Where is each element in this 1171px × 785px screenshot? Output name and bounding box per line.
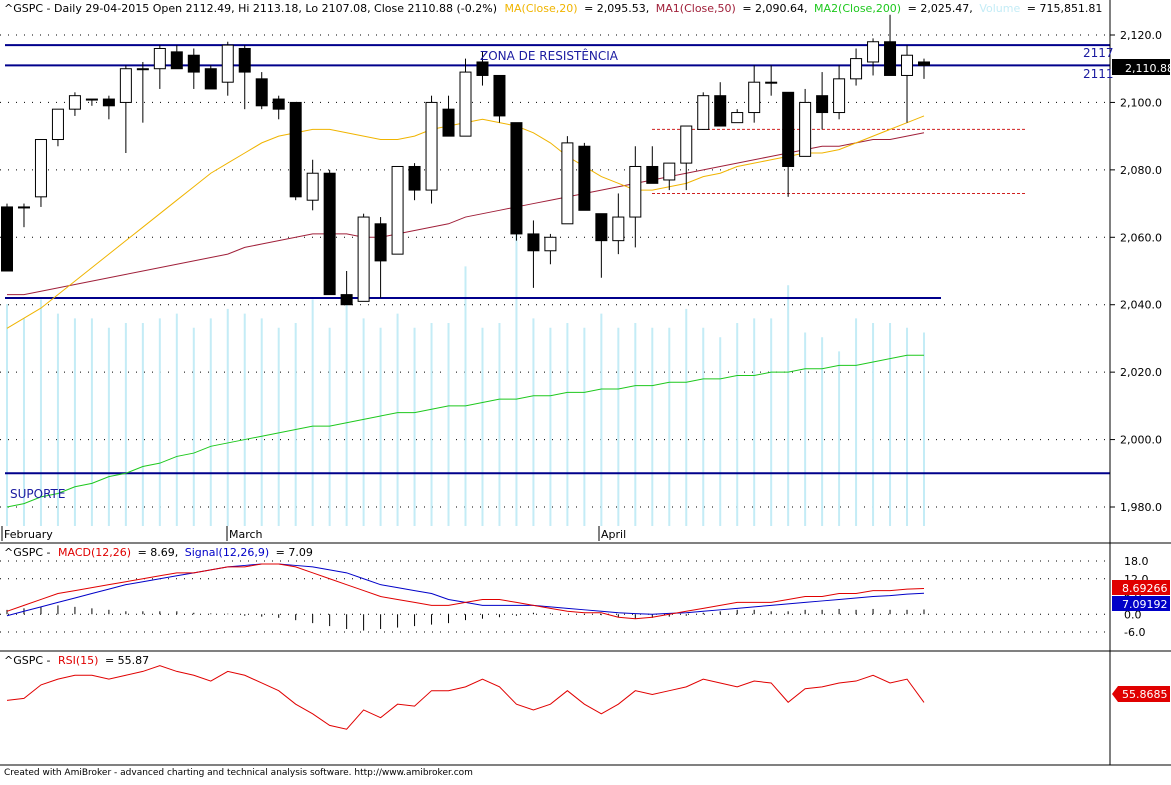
macd-tick-label: 18.0 [1124,555,1149,568]
candle-body [629,165,642,218]
ma200-line [6,354,924,508]
candle-body [204,68,217,90]
candlesticks [1,14,930,306]
candle-body [595,213,608,242]
rsi-plot [6,665,925,730]
candle-body [867,41,880,63]
macd-line [6,563,925,620]
candle-body [901,54,914,76]
candle-body [561,142,574,225]
rsi-line [6,665,925,730]
candle-body [68,95,81,110]
candle-body [442,108,455,137]
candle-body [170,51,183,70]
price-tick-label: 2,120.0 [1120,29,1162,42]
candle-body [34,139,47,198]
candle-body [476,61,489,76]
candle-body [1,206,13,272]
candle-body [17,206,30,209]
price-tick-label: 2,060.0 [1120,231,1162,244]
candle-body [85,98,98,101]
candle-body [578,145,591,211]
last-price-badge [1112,59,1170,75]
price-tick-label: 2,040.0 [1120,299,1162,312]
level-2117-label: 2117 [1083,46,1114,60]
candle-body [238,47,251,73]
candle-body [646,165,659,184]
candle-body [799,101,812,157]
price-tick-label: 2,080.0 [1120,164,1162,177]
candle-body [391,165,404,255]
candle-body [187,54,200,73]
level-2111-label: 2111 [1083,67,1114,81]
candle-body [357,216,370,302]
date-label: February [4,528,53,541]
candle-body [918,61,930,66]
candle-body [289,101,302,198]
signal-badge [1112,596,1170,611]
rsi-title: ^GSPC - RSI(15) = 55.87 [4,654,149,667]
candle-body [884,41,897,76]
candle-body [102,98,115,107]
candle-body [119,68,132,103]
candle-body [510,122,523,235]
axes: 2,120.0 2,100.0 2,080.0 2,060.0 2,040.0 2,020… [1,29,1162,639]
candle-body [765,81,778,84]
price-tick-label: 2,000.0 [1120,434,1162,447]
macd-plot [6,563,925,631]
candle-body [833,78,846,114]
candle-body [459,71,472,137]
candle-body [340,294,353,306]
candle-body [493,74,506,117]
date-label: April [601,528,626,541]
rsi-badge [1112,686,1170,702]
candle-body [51,108,64,141]
volume-bars [6,148,925,526]
chart-title: ^GSPC - Daily 29-04-2015 Open 2112.49, H… [4,2,1102,15]
candle-body [255,78,268,107]
candle-body [408,165,421,191]
macd-tick-label: 0.0 [1124,608,1142,621]
price-tick-label: 1,980.0 [1120,501,1162,514]
candle-body [850,58,863,80]
resistance-zone-label: ZONA DE RESISTÊNCIA [480,48,619,63]
candle-body [527,233,540,252]
candle-body [374,223,387,262]
support-label: SUPORTE [10,487,65,501]
last-price-badge-text: 2,110.88 [1125,62,1171,75]
candle-body [663,162,676,181]
rsi-badge-text: 55.8685 [1122,688,1168,701]
candle-body [782,91,795,167]
candle-body [323,172,336,296]
signal-badge-text: 7.09192 [1122,598,1168,611]
candle-body [612,216,625,242]
candle-body [748,81,761,114]
price-tick-label: 2,020.0 [1120,366,1162,379]
candle-body [680,125,693,164]
macd-badge [1112,580,1170,595]
macd-title: ^GSPC - MACD(12,26) = 8.69, Signal(12,26… [4,546,313,559]
ma50-line [7,132,925,296]
candle-body [221,44,234,83]
candle-body [272,98,285,110]
candle-body [136,68,149,71]
candle-body [731,112,744,124]
candle-body [816,95,829,114]
date-label: March [229,528,263,541]
macd-badge-text: 8.69266 [1122,582,1168,595]
candle-body [697,95,710,130]
candle-body [544,236,557,252]
price-tick-label: 2,100.0 [1120,96,1162,109]
grid [0,34,1110,633]
footer-credit: Created with AmiBroker - advanced charti… [4,768,473,778]
candle-body [425,101,438,191]
candle-body [153,47,166,70]
candle-body [306,172,319,201]
macd-tick-label: -6.0 [1124,626,1145,639]
candle-body [714,95,727,127]
